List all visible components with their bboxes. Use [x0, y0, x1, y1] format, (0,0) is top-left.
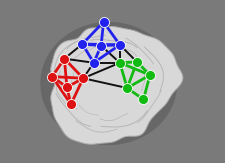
Point	[92, 61, 96, 64]
Point	[135, 61, 139, 63]
Point	[125, 87, 129, 89]
Point	[63, 57, 66, 60]
Point	[69, 103, 73, 106]
Point	[148, 74, 152, 76]
Point	[81, 43, 84, 45]
Point	[65, 86, 69, 89]
Point	[118, 61, 122, 64]
Point	[50, 75, 54, 78]
Polygon shape	[51, 27, 183, 144]
Point	[81, 77, 85, 80]
Point	[99, 44, 103, 47]
Point	[118, 44, 122, 46]
Point	[142, 98, 145, 101]
Point	[102, 21, 105, 23]
Ellipse shape	[40, 22, 177, 145]
